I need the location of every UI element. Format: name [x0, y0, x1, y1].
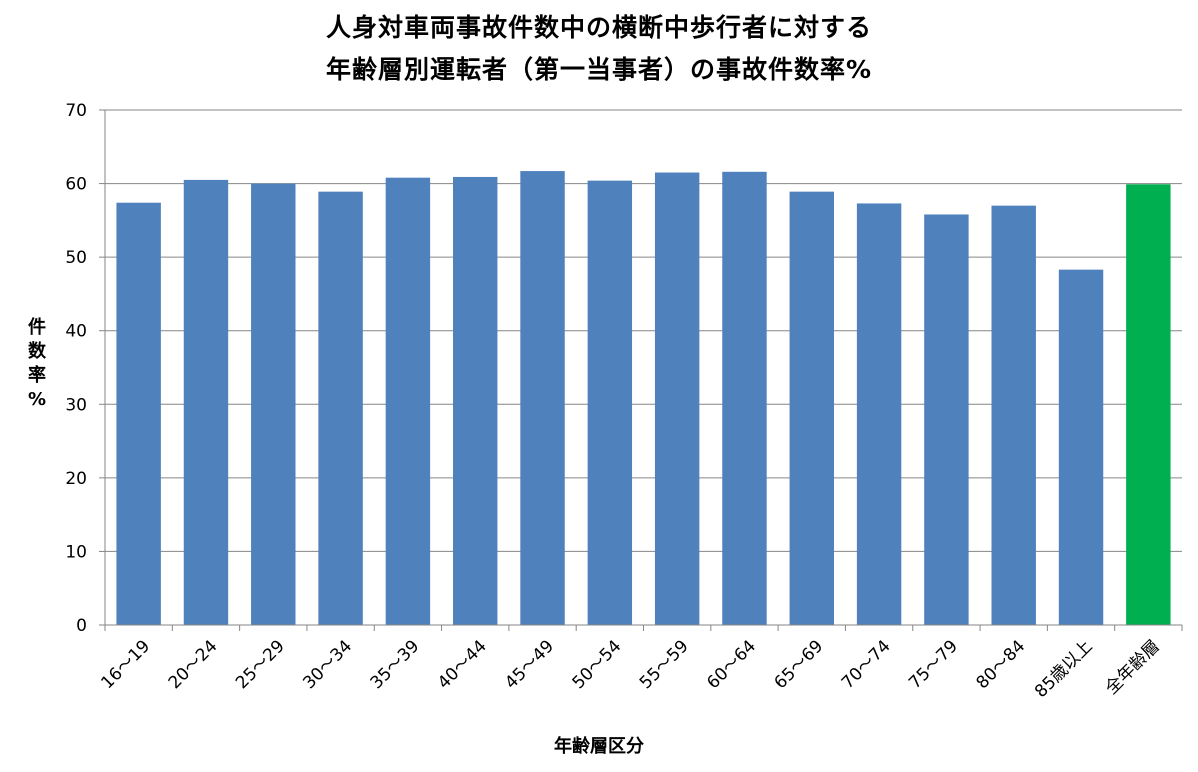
y-tick-label: 50: [65, 248, 87, 268]
x-tick-label: 65～69: [771, 636, 828, 693]
bar-6: [453, 176, 498, 625]
bar-16: [1126, 184, 1171, 626]
bar-5: [385, 177, 431, 625]
y-tick-label: 30: [65, 395, 87, 415]
x-tick-label: 70～74: [838, 636, 895, 693]
x-tick-label: 80～84: [972, 636, 1029, 693]
bar-3: [251, 183, 296, 626]
bar-13: [924, 214, 969, 625]
y-axis-label-char: 数: [28, 341, 46, 362]
x-tick-label: 35～39: [367, 636, 424, 693]
bar-15: [1058, 269, 1104, 625]
y-axis-label-char: 件: [28, 317, 46, 338]
bar-2: [183, 179, 229, 625]
y-tick-label: 70: [65, 101, 87, 121]
x-tick-label: 20～24: [165, 636, 222, 693]
bar-12: [856, 203, 902, 625]
x-tick-label: 25～29: [232, 636, 289, 693]
bar-9: [654, 172, 700, 626]
bar-14: [991, 205, 1036, 625]
x-tick-label: 75～79: [905, 636, 962, 693]
y-tick-label: 40: [65, 322, 87, 342]
x-tick-label: 45～49: [501, 636, 558, 693]
bar-8: [587, 180, 633, 625]
chart-title-line-1: 人身対車両事故件数中の横断中歩行者に対する: [325, 13, 872, 42]
bar-1: [116, 202, 161, 625]
x-tick-label: 全年齢層: [1102, 636, 1164, 698]
bar-10: [722, 171, 767, 626]
y-tick-label: 20: [65, 469, 87, 489]
y-axis-label-char: %: [27, 389, 47, 410]
x-tick-label: 85歳以上: [1031, 636, 1097, 702]
bar-7: [520, 171, 565, 626]
x-tick-label: 40～44: [434, 636, 491, 693]
x-tick-label: 30～34: [299, 636, 356, 693]
x-tick-label: 50～54: [569, 636, 626, 693]
x-tick-label: 16～19: [97, 636, 154, 693]
chart-title-line-2: 年齢層別運転者（第一当事者）の事故件数率%: [325, 55, 873, 84]
bar-11: [789, 191, 834, 625]
x-axis-label: 年齢層区分: [554, 736, 644, 757]
y-tick-label: 60: [65, 175, 87, 195]
y-axis-label-char: 率: [28, 365, 46, 386]
y-tick-label: 10: [65, 542, 87, 562]
x-tick-label: 60～64: [703, 636, 760, 693]
y-axis-label: 件数率%: [24, 316, 50, 412]
bar-4: [318, 191, 363, 625]
x-tick-label: 55～59: [636, 636, 693, 693]
y-tick-label: 0: [76, 616, 87, 636]
